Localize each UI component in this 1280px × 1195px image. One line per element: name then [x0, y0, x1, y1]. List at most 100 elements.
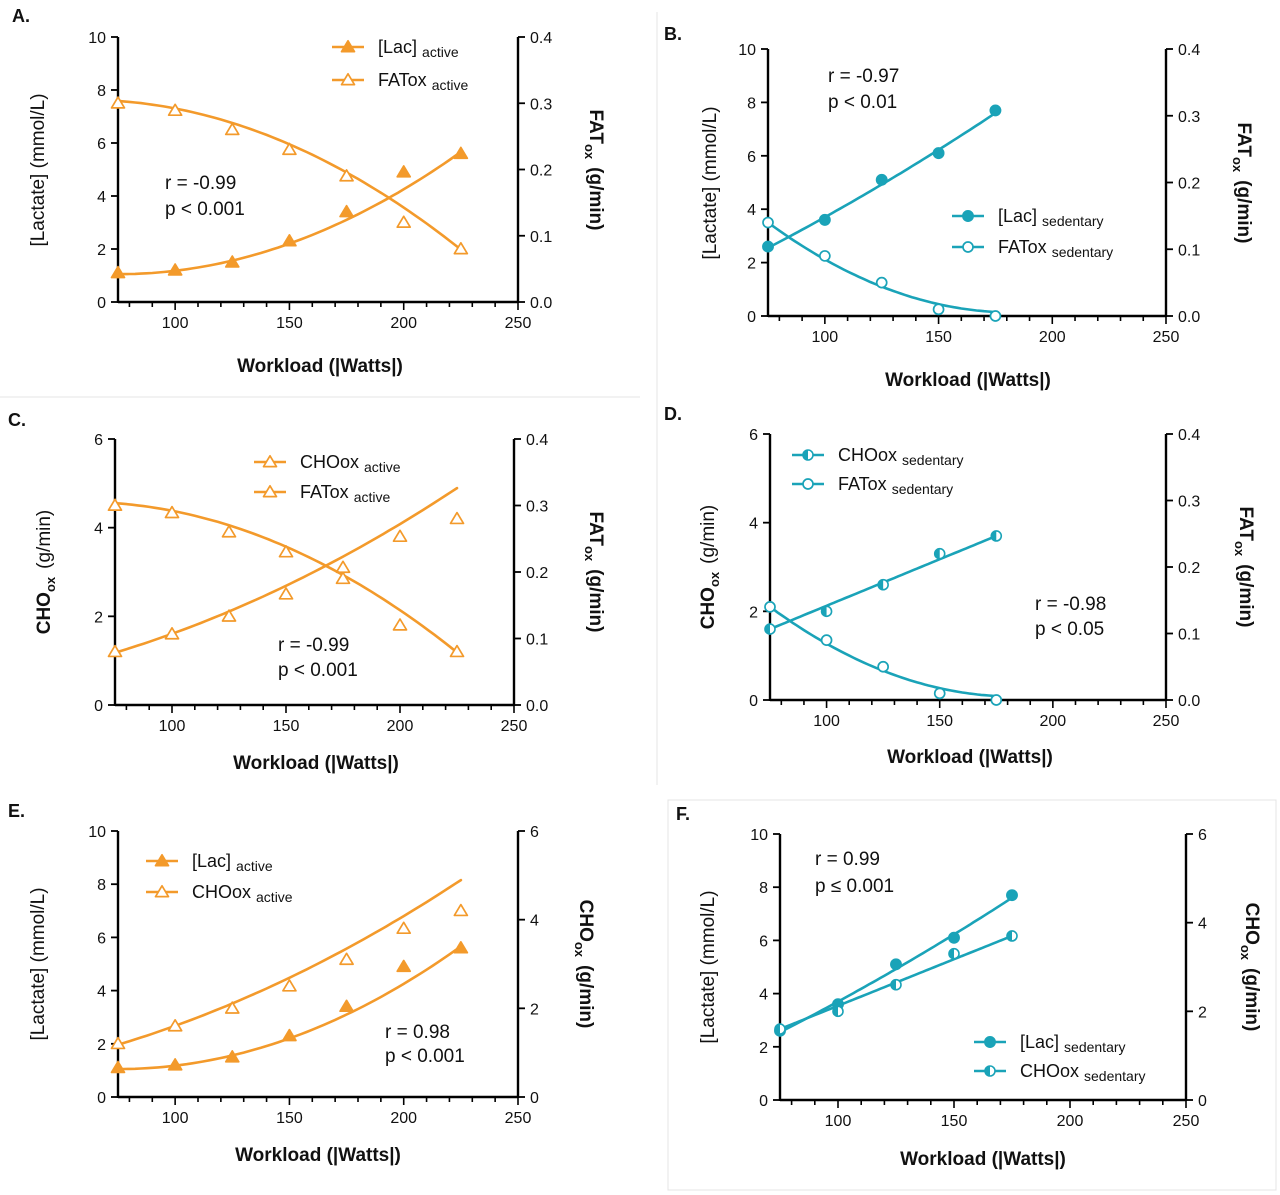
- legend-marker: [962, 241, 974, 253]
- y-left-tick-label: 2: [97, 1037, 106, 1054]
- y-left-tick-label: 2: [747, 256, 756, 273]
- legend-label: [Lac] active: [192, 851, 273, 874]
- data-point: [396, 215, 412, 228]
- data-point: [167, 103, 183, 117]
- y-right-tick-label: 0.3: [526, 499, 548, 516]
- data-point: [224, 122, 240, 136]
- panel-label: C.: [8, 410, 26, 430]
- chart-b: B. 100 150 200 250 0 2 4 6 8 10 0.0 0.1 0.2 0.3 0.4 Work…: [664, 24, 1254, 391]
- data-point: [933, 547, 946, 560]
- legend-marker: [154, 884, 170, 898]
- data-point: [107, 644, 123, 658]
- annotation-r: r = -0.97: [828, 66, 899, 87]
- data-point: [948, 931, 960, 944]
- y-left-tick-label: 2: [97, 242, 106, 259]
- data-point: [819, 250, 831, 262]
- y-left-tick-label: 4: [759, 987, 768, 1004]
- annotation-p: p < 0.001: [385, 1046, 465, 1067]
- legend-item: CHOox active: [146, 882, 293, 905]
- x-tick-label: 100: [825, 1113, 852, 1130]
- data-point: [820, 605, 833, 618]
- y-right-tick-label: 0.0: [530, 295, 552, 312]
- y-right-tick-label: 6: [530, 824, 539, 841]
- series-2: [110, 96, 469, 255]
- data-point: [764, 623, 776, 635]
- data-point: [164, 505, 180, 519]
- data-point: [818, 213, 831, 226]
- data-point: [989, 104, 1002, 117]
- legend-item: [Lac] active: [332, 37, 459, 60]
- legend-label: FATox sedentary: [998, 237, 1113, 260]
- y-left-tick-label: 0: [94, 698, 103, 715]
- data-point: [339, 204, 354, 218]
- data-point: [890, 978, 902, 991]
- legend-label: CHOox sedentary: [1020, 1061, 1146, 1084]
- y-right-tick-label: 0.1: [1178, 242, 1200, 259]
- data-point: [762, 240, 774, 253]
- y-axis-title-left: [Lactate] (mmol/L): [700, 106, 721, 259]
- data-point: [990, 530, 1003, 542]
- legend-label: CHOox active: [192, 882, 293, 905]
- series-2: [774, 930, 1018, 1035]
- y-left-tick-label: 8: [97, 83, 106, 100]
- y-right-tick-label: 0.3: [1178, 494, 1200, 511]
- x-tick-label: 200: [1040, 713, 1067, 730]
- legend-label: CHOox active: [300, 452, 401, 475]
- annotation-r: r = 0.98: [385, 1022, 450, 1043]
- data-point: [948, 947, 960, 960]
- series-1: [107, 486, 465, 658]
- y-axis-title-left: [Lactate] (mmol/L): [698, 890, 719, 1043]
- y-left-tick-label: 6: [747, 149, 756, 166]
- y-left-tick-label: 4: [749, 516, 758, 533]
- data-point: [339, 169, 354, 182]
- data-point: [1006, 889, 1018, 902]
- chart-c: C. 100 150 200 250 0 2 4 6 0.0 0.1 0.2 0.3 0.4 Workloa…: [8, 410, 606, 774]
- data-point: [453, 903, 469, 917]
- x-tick-label: 250: [1153, 329, 1180, 346]
- y-left-tick-label: 6: [94, 432, 103, 449]
- y-left-tick-label: 2: [759, 1040, 768, 1057]
- panel-label: F.: [676, 804, 690, 824]
- annotation-r: r = -0.99: [165, 173, 236, 194]
- annotation-r: r = -0.98: [1035, 594, 1106, 615]
- y-right-tick-label: 0.2: [526, 565, 548, 582]
- legend-marker-half: [803, 450, 808, 460]
- x-tick-label: 250: [1173, 1113, 1200, 1130]
- x-tick-label: 150: [276, 315, 303, 332]
- y-right-tick-label: 0.4: [1178, 42, 1200, 59]
- legend-label: [Lac] active: [378, 37, 459, 60]
- legend-item: FATox sedentary: [792, 474, 953, 497]
- y-right-tick-label: 0.1: [530, 229, 552, 246]
- y-right-tick-label: 0.0: [1178, 693, 1200, 710]
- data-point: [832, 1005, 844, 1018]
- data-point: [449, 511, 465, 525]
- y-right-tick-label: 0.0: [1178, 309, 1200, 326]
- x-tick-label: 250: [505, 315, 532, 332]
- x-tick-label: 200: [390, 315, 417, 332]
- y-left-tick-label: 0: [97, 295, 106, 312]
- data-point: [877, 660, 889, 673]
- legend-marker: [802, 449, 814, 461]
- x-axis-title: Workload (|Watts|): [900, 1149, 1066, 1170]
- panel-label: E.: [8, 801, 25, 821]
- legend-marker: [262, 454, 278, 468]
- data-point: [224, 1050, 240, 1063]
- x-tick-label: 200: [1057, 1113, 1084, 1130]
- data-point-half: [833, 1006, 838, 1017]
- panel-label: A.: [12, 6, 30, 26]
- data-point: [110, 1036, 126, 1050]
- y-axis-title-left: [Lactate] (mmol/L): [28, 887, 49, 1040]
- data-point-half: [891, 979, 896, 990]
- y-right-tick-label: 4: [1198, 916, 1207, 933]
- data-point: [1006, 930, 1018, 942]
- y-right-tick-label: 6: [1198, 827, 1207, 844]
- y-left-tick-label: 8: [747, 95, 756, 112]
- y-left-tick-label: 6: [97, 930, 106, 947]
- data-point: [764, 601, 776, 613]
- data-point: [932, 303, 945, 316]
- y-left-tick-label: 8: [759, 880, 768, 897]
- x-tick-label: 250: [501, 718, 528, 735]
- data-point: [282, 979, 297, 992]
